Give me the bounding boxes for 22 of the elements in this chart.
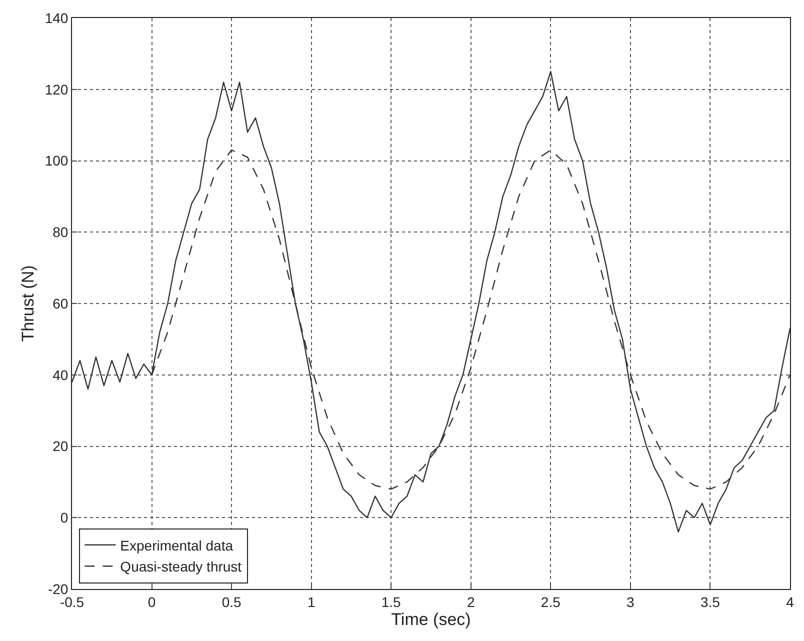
y-axis-title: Thrust (N) bbox=[18, 265, 38, 342]
x-tick-label: 0.5 bbox=[222, 594, 242, 610]
y-tick-label: 20 bbox=[52, 438, 68, 454]
x-tick-label: 0 bbox=[148, 594, 156, 610]
y-tick-label: 60 bbox=[52, 295, 68, 312]
y-tick-label: 80 bbox=[52, 224, 68, 240]
y-tick-label: 120 bbox=[44, 81, 68, 98]
legend-label: Experimental data bbox=[120, 537, 234, 554]
line-series bbox=[72, 70, 790, 532]
y-tick-label: 100 bbox=[44, 152, 68, 169]
x-tick-label: 1 bbox=[307, 594, 316, 610]
x-tick-label: 3 bbox=[626, 594, 635, 610]
x-tick-label: 3.5 bbox=[700, 594, 720, 610]
x-tick-label: 2 bbox=[466, 594, 475, 610]
x-tick-label: 4 bbox=[786, 594, 794, 610]
y-tick-label: 140 bbox=[44, 10, 68, 26]
y-tick-label: 0 bbox=[60, 510, 68, 526]
x-tick-label: 2.5 bbox=[540, 594, 561, 610]
x-axis-title: Time (sec) bbox=[391, 610, 471, 630]
legend-label: Quasi-steady thrust bbox=[120, 558, 242, 575]
y-tick-label: 40 bbox=[52, 366, 68, 383]
x-tick-label: 1.5 bbox=[381, 594, 402, 610]
